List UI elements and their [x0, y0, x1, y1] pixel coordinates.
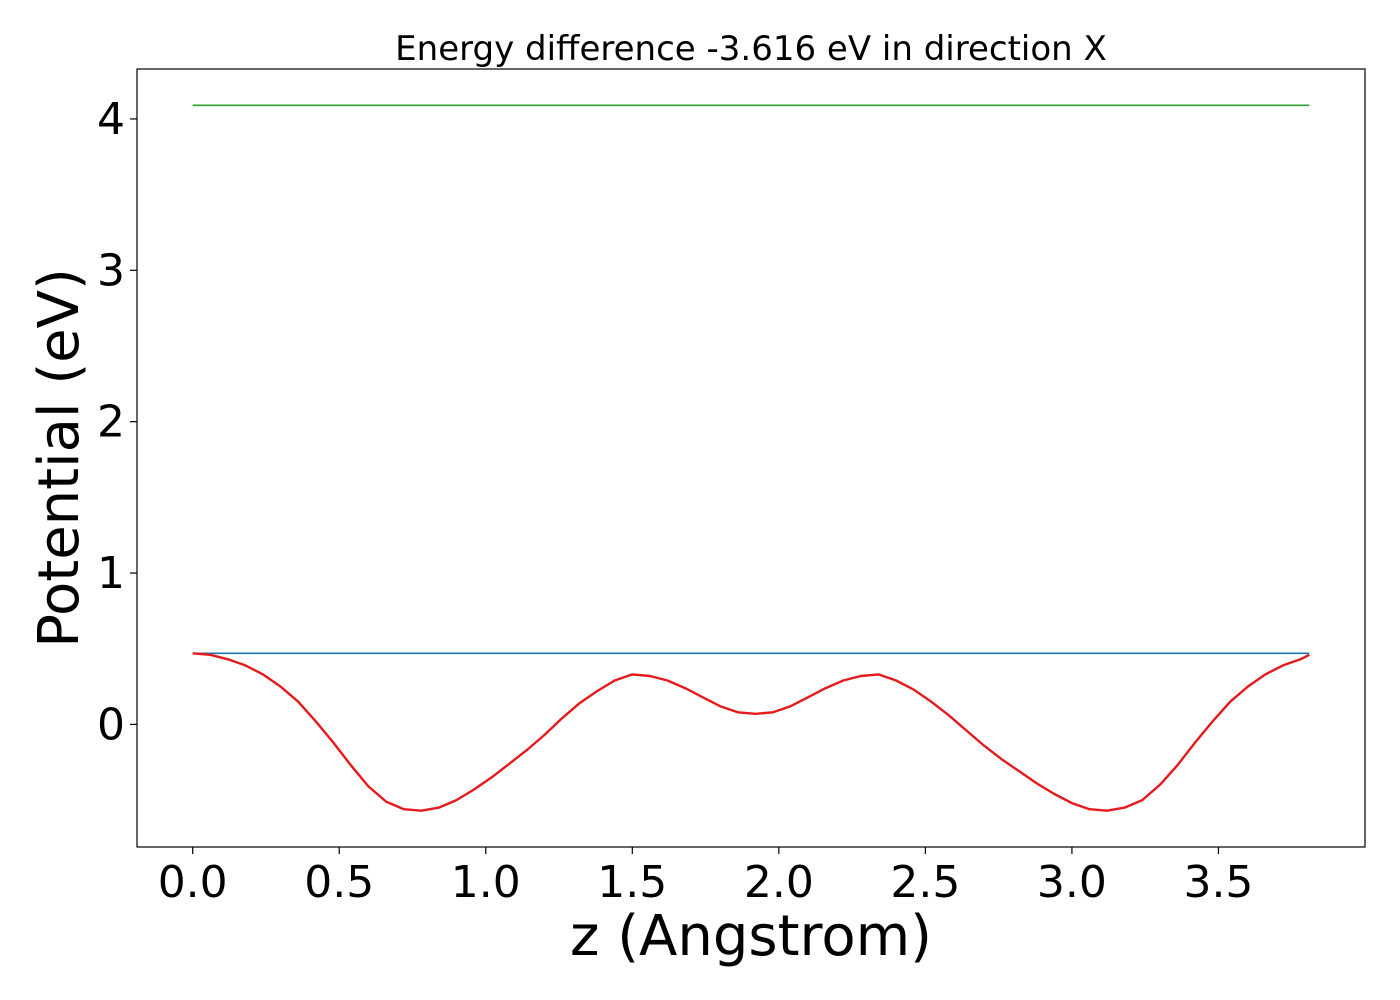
x-tick-label: 2.5 [890, 857, 960, 908]
y-axis-label: Potential (eV) [27, 268, 92, 648]
x-tick-label: 2.0 [744, 857, 814, 908]
y-tick-label: 1 [97, 548, 125, 599]
x-tick-label: 3.5 [1183, 857, 1253, 908]
y-tick-label: 4 [97, 94, 125, 145]
x-axis-ticks: 0.0 0.5 1.0 1.5 2.0 2.5 3.0 3.5 [158, 847, 1253, 908]
series-layer [192, 104, 1310, 812]
x-tick-label: 1.0 [451, 857, 521, 908]
chart-title: Energy difference -3.616 eV in direction… [395, 29, 1107, 69]
plot-frame [136, 68, 1366, 848]
x-tick-label: 1.5 [597, 857, 667, 908]
x-tick-label: 0.0 [158, 857, 228, 908]
x-tick-label: 0.5 [304, 857, 374, 908]
plot-area [136, 68, 1366, 848]
x-axis-label: z (Angstrom) [570, 904, 932, 969]
x-tick-label: 3.0 [1037, 857, 1107, 908]
y-tick-label: 2 [97, 397, 125, 448]
y-axis-ticks: 0 1 2 3 4 [97, 94, 137, 750]
potential-series-line [192, 652, 1310, 812]
y-tick-label: 3 [97, 245, 125, 296]
y-tick-label: 0 [97, 699, 125, 750]
